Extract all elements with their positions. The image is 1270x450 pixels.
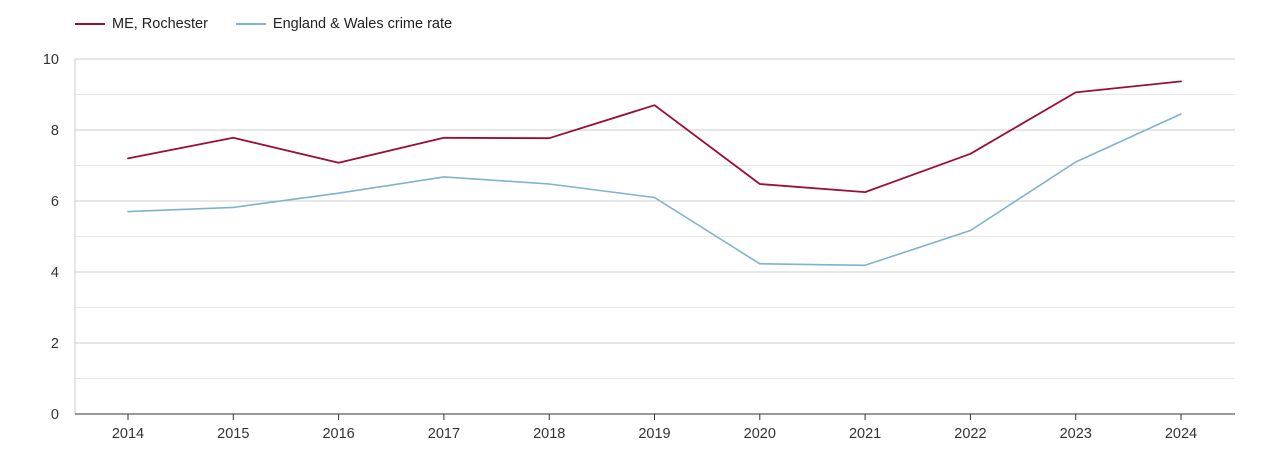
x-tick-label: 2018	[533, 426, 565, 442]
legend-swatch-rochester	[75, 23, 105, 25]
legend-item-england-wales: England & Wales crime rate	[235, 16, 453, 32]
y-tick-label: 2	[51, 336, 59, 352]
x-tick-label: 2021	[849, 426, 881, 442]
y-tick-label: 8	[51, 123, 59, 139]
x-tick-label: 2014	[112, 426, 144, 442]
legend: ME, Rochester England & Wales crime rate	[75, 16, 480, 32]
x-tick-label: 2020	[744, 426, 776, 442]
series-line-rochester	[127, 80, 1182, 194]
x-tick-label: 2016	[322, 426, 354, 442]
legend-swatch-england-wales	[235, 23, 266, 25]
y-tick-label: 10	[43, 52, 59, 68]
x-tick-label: 2023	[1060, 426, 1092, 442]
series-line-england-wales	[127, 113, 1182, 267]
legend-label-rochester: ME, Rochester	[112, 16, 208, 32]
grid-lines	[75, 58, 1235, 379]
x-tick-label: 2015	[217, 426, 249, 442]
x-tick-label: 2022	[954, 426, 986, 442]
y-tick-label: 6	[51, 194, 59, 210]
x-tick-label: 2017	[428, 426, 460, 442]
axes: 0 2 4 6 8 10 2014 2015 2016 2017 2018 2019 2020 2021 2…	[43, 52, 1235, 442]
legend-label-england-wales: England & Wales crime rate	[272, 16, 453, 32]
series-lines	[127, 80, 1182, 267]
x-tick-label: 2024	[1165, 426, 1197, 442]
legend-item-rochester: ME, Rochester	[75, 16, 208, 32]
x-tick-label: 2019	[638, 426, 670, 442]
y-tick-label: 4	[51, 265, 59, 281]
y-tick-label: 0	[51, 407, 59, 423]
